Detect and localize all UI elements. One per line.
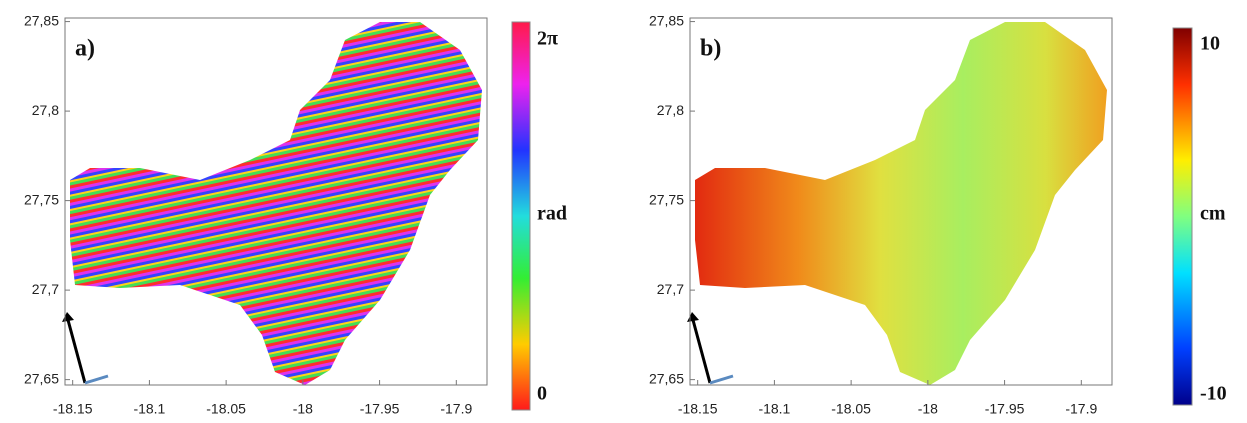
north-arrow bbox=[66, 319, 87, 384]
colorbar-top-label: 10 bbox=[1200, 33, 1220, 55]
island bbox=[695, 22, 1107, 385]
y-tick-label: 27,75 bbox=[649, 191, 684, 207]
x-tick-label: -17.95 bbox=[360, 401, 400, 417]
x-tick-label: -18.1 bbox=[133, 401, 165, 417]
panel-axes: -18.15 -18.1 -18.05 -18 -17.95 -17.9 27,65 27,7… bbox=[649, 12, 1113, 417]
x-tick-label: -18.15 bbox=[53, 401, 93, 417]
axes-frame bbox=[64, 17, 488, 386]
island bbox=[70, 22, 482, 385]
north-arrow-head bbox=[62, 312, 74, 322]
x-tick-label: -17.95 bbox=[985, 401, 1025, 417]
y-tick-label: 27,8 bbox=[32, 102, 59, 118]
x-tick-label: -18 bbox=[293, 401, 313, 417]
x-tick-label: -18 bbox=[918, 401, 938, 417]
colorbar bbox=[1172, 27, 1193, 406]
north-arrow bbox=[691, 319, 712, 384]
y-tick-label: 27,7 bbox=[657, 281, 684, 297]
x-tick-label: -17.9 bbox=[440, 401, 472, 417]
look-arrow bbox=[84, 374, 109, 385]
colorbar-bottom-label: 0 bbox=[537, 383, 547, 405]
axes-frame bbox=[689, 17, 1113, 386]
north-arrow-head bbox=[687, 312, 699, 322]
y-tick-label: 27,65 bbox=[649, 370, 684, 386]
y-tick-label: 27,85 bbox=[649, 12, 684, 28]
colorbar bbox=[511, 21, 531, 411]
y-tick-label: 27,85 bbox=[24, 12, 59, 28]
colorbar-bottom-label: -10 bbox=[1200, 383, 1227, 405]
panel-label: a) bbox=[75, 36, 95, 62]
colorbar-top-label: 2π bbox=[537, 28, 558, 50]
x-tick-label: -18.05 bbox=[206, 401, 246, 417]
panel-axes: -18.15 -18.1 -18.05 -18 -17.95 -17.9 27,65 27,7… bbox=[24, 12, 488, 417]
x-tick-label: -18.15 bbox=[678, 401, 718, 417]
colorbar-unit-label: cm bbox=[1200, 203, 1226, 225]
y-tick-label: 27,65 bbox=[24, 370, 59, 386]
y-tick-label: 27,7 bbox=[32, 281, 59, 297]
x-tick-label: -18.05 bbox=[831, 401, 871, 417]
panel-label: b) bbox=[700, 36, 721, 62]
panel-a-art bbox=[62, 21, 531, 411]
y-tick-label: 27,8 bbox=[657, 102, 684, 118]
look-arrow bbox=[709, 374, 734, 385]
x-tick-label: -17.9 bbox=[1065, 401, 1097, 417]
colorbar-unit-label: rad bbox=[537, 203, 567, 225]
x-tick-label: -18.1 bbox=[758, 401, 790, 417]
y-tick-label: 27,75 bbox=[24, 191, 59, 207]
panel-b-art bbox=[687, 22, 1193, 406]
